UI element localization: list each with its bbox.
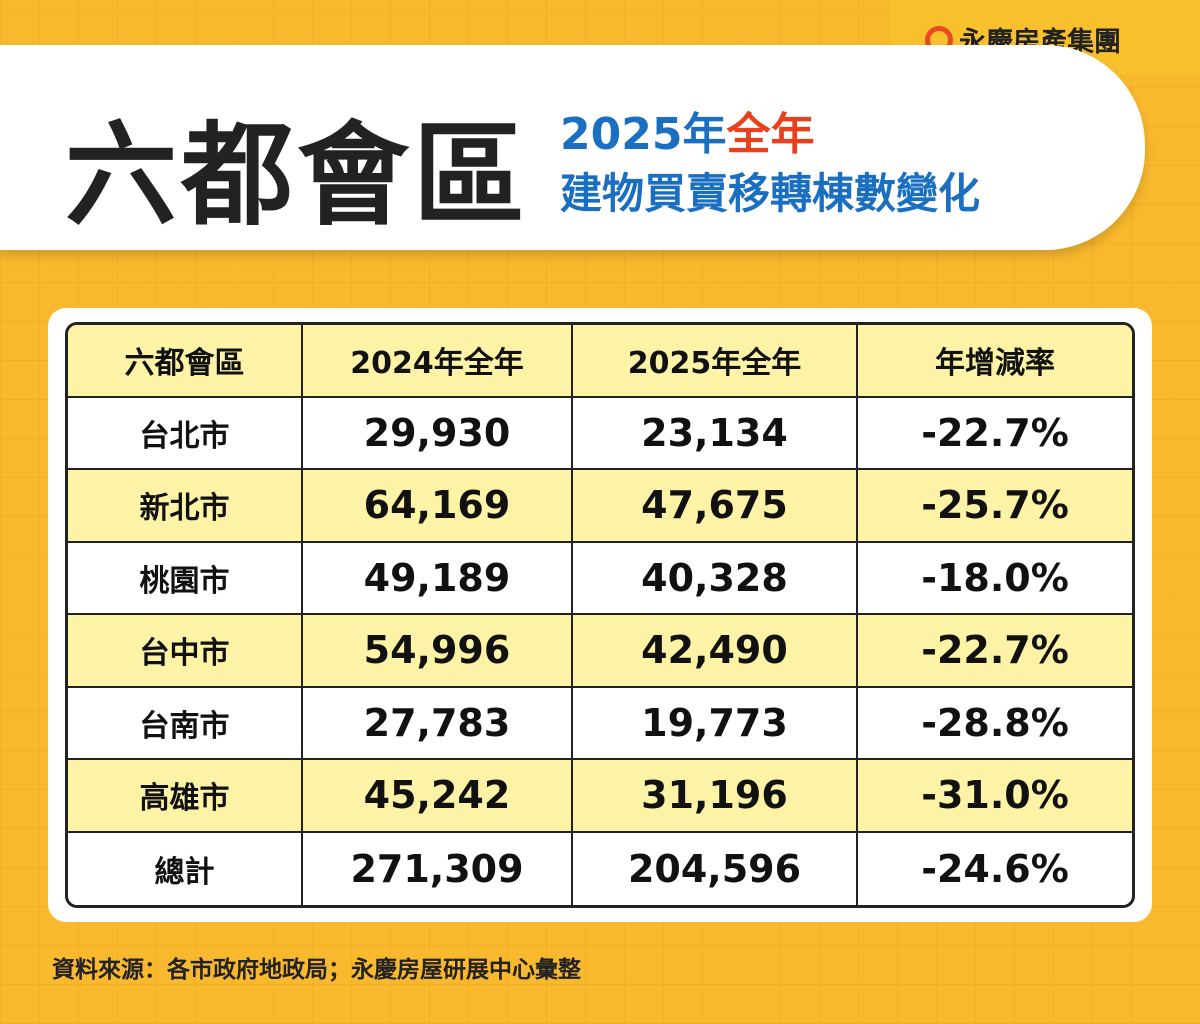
table-cell: -31.0% bbox=[858, 760, 1132, 833]
subtitle-year: 2025年 bbox=[560, 109, 727, 160]
table-cell: 271,309 bbox=[303, 832, 573, 905]
table-cell: 64,169 bbox=[303, 470, 573, 543]
table-cell: 2025年全年 bbox=[573, 325, 858, 398]
table-cell: 台北市 bbox=[68, 397, 303, 470]
source: 資料來源：各市政府地政局；永慶房屋研展中心彙整 bbox=[52, 957, 581, 983]
table-cell: 高雄市 bbox=[68, 760, 303, 833]
table-cell: -22.7% bbox=[858, 615, 1132, 688]
table-cell: 19,773 bbox=[573, 687, 858, 760]
table-cell: 29,930 bbox=[303, 397, 573, 470]
table-cell: -24.6% bbox=[921, 846, 1069, 891]
table-cell: 204,596 bbox=[573, 832, 858, 905]
table-cell: 40,328 bbox=[573, 542, 858, 615]
table-cell: 49,189 bbox=[303, 542, 573, 615]
table-cell: -28.8% bbox=[858, 688, 1132, 760]
table: 六都會區 2024年全年 2025年全年 年增減率 台北市 29,930 23,134 -22… bbox=[65, 322, 1135, 908]
table-cell: 總計 bbox=[68, 832, 303, 905]
subtitle: 2025年全年 bbox=[560, 98, 814, 162]
table-cell: 台南市 bbox=[68, 687, 303, 760]
table-cell: 2024年全年 bbox=[303, 325, 573, 398]
table-cell: 六都會區 bbox=[68, 325, 303, 398]
table-cell: 42,490 bbox=[573, 615, 858, 688]
table-cell: 新北市 bbox=[68, 470, 303, 543]
table-cell: 年增減率 bbox=[858, 325, 1132, 398]
table-cell: 31,196 bbox=[573, 760, 858, 833]
table-cell: 54,996 bbox=[303, 615, 573, 688]
table-cell: -25.7% bbox=[858, 470, 1132, 543]
table-cell: -22.7% bbox=[858, 398, 1132, 470]
subtitle-line: 建物買賣移轉棟數變化 bbox=[560, 169, 981, 218]
table-cell: 桃園市 bbox=[68, 542, 303, 615]
table-cell: 45,242 bbox=[303, 760, 573, 833]
title: 六都會區 bbox=[65, 111, 529, 241]
table-cell: 27,783 bbox=[303, 687, 573, 760]
table-cell: -18.0% bbox=[858, 543, 1132, 615]
table-cell: 台中市 bbox=[68, 615, 303, 688]
table-cell: 47,675 bbox=[573, 470, 858, 543]
subtitle-highlight: 全年 bbox=[726, 109, 815, 160]
table-cell: 23,134 bbox=[573, 397, 858, 470]
banner bbox=[0, 45, 1145, 250]
